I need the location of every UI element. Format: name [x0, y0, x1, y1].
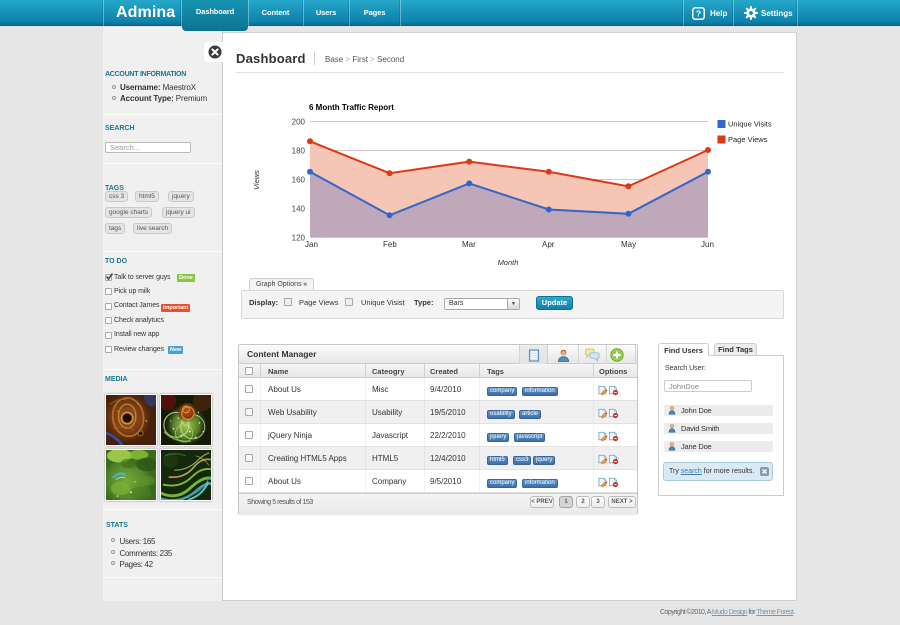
svg-text:Mar: Mar — [462, 240, 476, 249]
svg-text:160: 160 — [292, 176, 306, 185]
svg-text:Apr: Apr — [542, 240, 555, 249]
svg-text:200: 200 — [292, 118, 306, 127]
svg-text:Feb: Feb — [383, 240, 397, 249]
svg-text:May: May — [621, 240, 636, 249]
svg-text:180: 180 — [292, 147, 306, 156]
svg-text:Unique Visits: Unique Visits — [728, 120, 772, 129]
svg-text:140: 140 — [292, 205, 306, 214]
svg-text:6 Month Traffic Report: 6 Month Traffic Report — [309, 103, 394, 112]
svg-text:Month: Month — [498, 258, 519, 267]
svg-text:Views: Views — [252, 170, 261, 190]
svg-text:?: ? — [696, 9, 701, 19]
svg-text:Jan: Jan — [305, 240, 318, 249]
svg-text:Page Views: Page Views — [728, 135, 768, 144]
svg-text:120: 120 — [292, 234, 306, 243]
svg-text:Jun: Jun — [701, 240, 714, 249]
